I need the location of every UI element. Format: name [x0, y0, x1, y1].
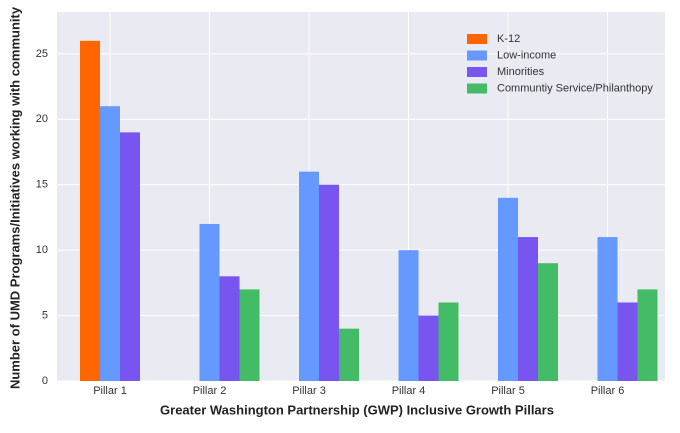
legend-label: Minorities	[497, 66, 545, 78]
x-tick-label: Pillar 1	[93, 385, 127, 397]
bar	[120, 132, 140, 381]
bar	[617, 302, 638, 381]
y-tick-label: 20	[36, 113, 48, 125]
bar	[518, 237, 538, 381]
legend-label: Low-income	[497, 49, 556, 61]
y-tick-label: 5	[42, 309, 48, 321]
y-tick-label: 25	[36, 48, 48, 60]
plot-area	[57, 12, 665, 381]
y-tick-label: 15	[36, 179, 48, 191]
bar	[239, 289, 260, 381]
bar	[339, 328, 359, 381]
legend-swatch	[467, 50, 487, 61]
legend-swatch	[467, 34, 487, 44]
bar	[219, 276, 240, 381]
bar	[199, 223, 220, 381]
x-tick-label: Pillar 6	[591, 385, 625, 397]
x-tick-label: Pillar 2	[193, 385, 227, 397]
x-tick-label: Pillar 4	[392, 385, 426, 397]
legend-label: K-12	[497, 33, 520, 45]
legend-swatch	[467, 83, 487, 94]
x-axis-label: Greater Washington Partnership (GWP) Inc…	[160, 402, 554, 417]
bar	[438, 302, 459, 381]
bar	[299, 171, 319, 381]
legend-swatch	[467, 67, 487, 77]
y-tick-label: 10	[36, 244, 48, 256]
bar	[418, 315, 439, 381]
bar	[538, 263, 558, 381]
y-tick-label: 0	[42, 375, 48, 387]
y-axis-label: Number of UMD Programs/Initiatives worki…	[7, 6, 22, 389]
bar	[398, 250, 419, 381]
bar	[100, 106, 120, 381]
bar	[597, 237, 618, 381]
bar	[637, 289, 658, 381]
x-tick-label: Pillar 5	[491, 385, 525, 397]
bar	[319, 184, 339, 381]
x-tick-label: Pillar 3	[292, 385, 326, 397]
bar	[80, 40, 100, 382]
bar	[498, 197, 518, 381]
legend-label: Communtiy Service/Philanthopy	[497, 82, 653, 94]
